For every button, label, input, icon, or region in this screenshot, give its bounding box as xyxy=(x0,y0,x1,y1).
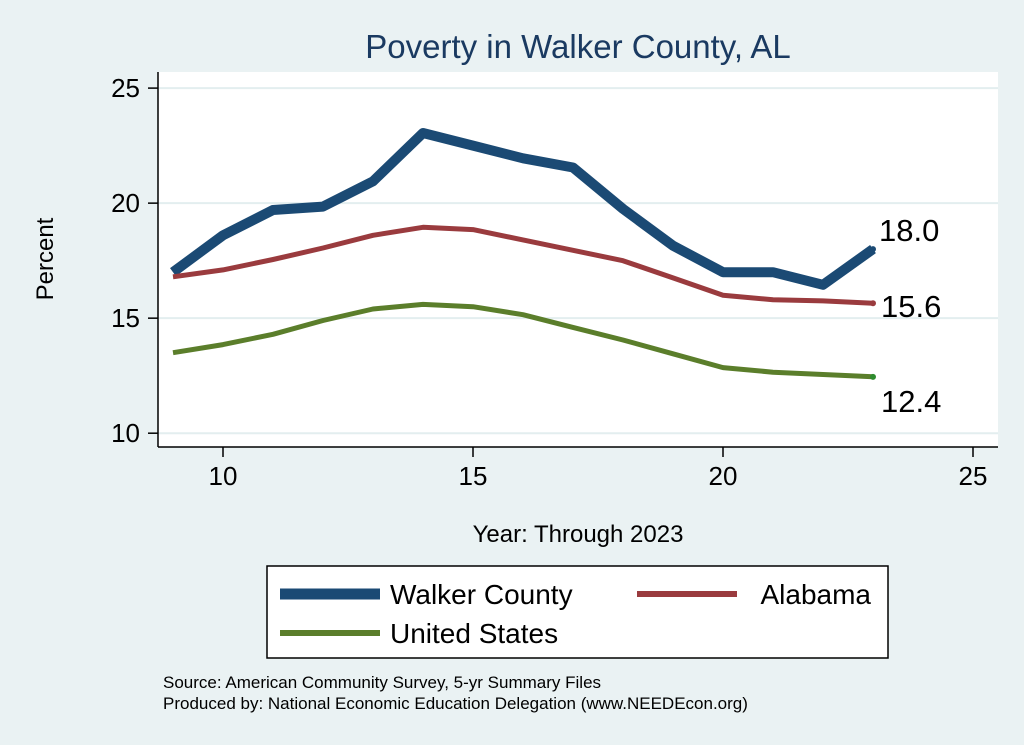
series-line-walker-county xyxy=(170,128,876,290)
y-tick-label-0: 10 xyxy=(111,418,140,448)
end-label-walker-county: 18.0 xyxy=(879,213,939,248)
x-tick-label-3: 25 xyxy=(959,461,988,491)
gridlines xyxy=(158,87,998,435)
end-label-united-states: 12.4 xyxy=(881,384,941,419)
series-line-alabama xyxy=(172,224,874,306)
series-line-united-states xyxy=(172,301,874,380)
legend-label-united-states: United States xyxy=(390,618,558,649)
axis-ticks: 10 15 20 25 10 15 20 25 xyxy=(111,73,987,491)
legend-label-walker-county: Walker County xyxy=(390,579,573,610)
y-tick-label-2: 20 xyxy=(111,188,140,218)
y-axis-title: Percent xyxy=(32,217,59,300)
legend-label-alabama: Alabama xyxy=(760,579,871,610)
x-tick-label-2: 20 xyxy=(709,461,738,491)
end-point-walker-county xyxy=(870,246,876,253)
source-note: Source: American Community Survey, 5-yr … xyxy=(163,673,601,692)
end-point-united-states xyxy=(870,373,876,380)
chart-title: Poverty in Walker County, AL xyxy=(365,28,791,65)
produced-by-note: Produced by: National Economic Education… xyxy=(163,694,748,713)
x-axis-title: Year: Through 2023 xyxy=(473,521,684,548)
end-labels: 18.0 15.6 12.4 xyxy=(879,213,941,419)
legend: Walker County Alabama United States xyxy=(280,579,871,649)
y-tick-label-1: 15 xyxy=(111,303,140,333)
end-label-alabama: 15.6 xyxy=(881,289,941,324)
series-lines xyxy=(170,128,876,380)
x-tick-label-1: 15 xyxy=(459,461,488,491)
legend-box xyxy=(266,565,889,659)
x-tick-label-0: 10 xyxy=(209,461,238,491)
end-point-alabama xyxy=(870,300,876,307)
y-tick-label-3: 25 xyxy=(111,73,140,103)
